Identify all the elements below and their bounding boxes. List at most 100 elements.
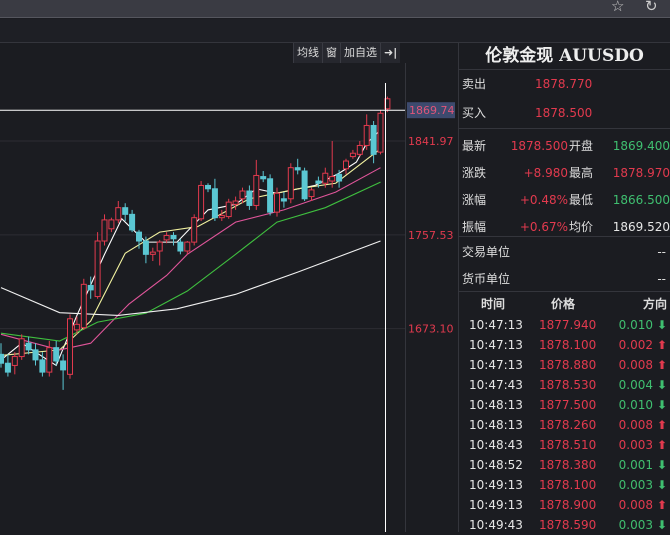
tick-price: 1877.940 <box>539 318 597 332</box>
arrow-up-icon: ⬆ <box>656 498 667 512</box>
time-header: 时间 <box>481 297 506 311</box>
arrow-up-icon: ⬆ <box>656 338 667 352</box>
candle <box>349 152 356 158</box>
ticks-header: 时间 价格 方向 <box>459 294 670 314</box>
tick-row: 10:48:43 1878.510 0.003 ⬆ <box>459 435 670 455</box>
arrow-down-icon: ⬇ <box>656 398 667 412</box>
candle <box>253 174 260 206</box>
tick-row: 10:49:43 1878.590 0.003 ⬇ <box>459 515 670 535</box>
candle <box>260 176 267 180</box>
candle <box>18 338 25 358</box>
tick-price: 1878.590 <box>539 518 597 532</box>
arrow-down-icon: ⬇ <box>656 318 667 332</box>
candle <box>315 180 322 184</box>
tick-volume: 0.008 <box>618 418 653 432</box>
window-button[interactable]: 窗 <box>322 43 340 63</box>
moving-average-line <box>0 129 381 367</box>
direction-header: 方向 <box>642 297 667 311</box>
candlestick-chart[interactable]: 2095.272010.831926.401841.971757.531673.… <box>0 63 458 532</box>
tick-time: 10:47:13 <box>469 358 523 372</box>
candle <box>377 112 384 153</box>
candle <box>267 178 274 213</box>
tick-price: 1877.500 <box>539 398 597 412</box>
arrow-down-icon: ⬇ <box>656 518 667 532</box>
candle <box>4 362 11 373</box>
candle <box>115 207 122 221</box>
moving-average-line <box>0 240 381 316</box>
candle <box>163 234 170 241</box>
candle <box>67 318 73 375</box>
candle <box>205 184 211 190</box>
candle <box>53 347 60 362</box>
tick-price: 1878.510 <box>539 438 597 452</box>
tick-row: 10:48:13 1877.500 0.010 ⬇ <box>459 395 670 415</box>
candle <box>322 172 329 184</box>
moving-average-line <box>0 167 381 351</box>
tick-row: 10:47:13 1877.940 0.010 ⬇ <box>459 315 670 335</box>
candle <box>122 207 129 215</box>
candle <box>363 124 370 146</box>
tick-row: 10:47:13 1878.880 0.008 ⬆ <box>459 355 670 375</box>
candle <box>108 219 115 230</box>
candle <box>136 231 142 242</box>
candle <box>60 360 67 371</box>
tick-price: 1878.880 <box>539 358 597 372</box>
currency-unit-value: -- <box>657 272 666 286</box>
tick-volume: 0.003 <box>618 518 653 532</box>
candle <box>191 217 198 243</box>
arrow-down-icon: ⬇ <box>656 478 667 492</box>
stat-value: +0.48% <box>519 193 568 207</box>
candle <box>225 201 232 218</box>
stat-label: 涨跌 <box>462 166 487 180</box>
tick-time: 10:48:52 <box>469 458 523 472</box>
tick-time: 10:48:13 <box>469 418 523 432</box>
stat-label: 振幅 <box>462 220 487 234</box>
candle <box>156 241 163 252</box>
candle <box>211 188 218 219</box>
stat-value: 1878.500 <box>510 139 568 153</box>
y-tick-label: 1841.97 <box>408 135 454 148</box>
moving-average-line <box>0 181 381 342</box>
candle <box>39 359 46 373</box>
stat-label: 最新 <box>462 139 487 153</box>
candle <box>0 353 4 364</box>
tick-time: 10:48:13 <box>469 398 523 412</box>
trade-unit-label: 交易单位 <box>462 245 511 259</box>
candle <box>142 240 149 255</box>
candle <box>218 214 225 219</box>
arrow-up-icon: ⬆ <box>656 438 667 452</box>
crosshair-price-label: 1869.74 <box>409 104 455 117</box>
tick-volume: 0.010 <box>618 398 653 412</box>
stat-value: 1869.520 <box>612 220 670 234</box>
star-icon[interactable]: ☆ <box>611 0 625 15</box>
tick-time: 10:47:43 <box>469 378 523 392</box>
header-band <box>0 19 670 43</box>
ma-button[interactable]: 均线 <box>293 43 322 63</box>
candle <box>370 124 377 155</box>
tick-row: 10:48:52 1878.380 0.001 ⬇ <box>459 455 670 475</box>
tick-price: 1878.100 <box>539 478 597 492</box>
stat-value: 1866.500 <box>612 193 670 207</box>
candle <box>274 192 280 213</box>
tick-volume: 0.004 <box>618 378 653 392</box>
arrow-right-bar-icon[interactable]: ➜| <box>380 43 400 63</box>
candle <box>177 241 184 252</box>
candle <box>329 176 336 182</box>
tick-volume: 0.003 <box>618 478 653 492</box>
sell-price: 1878.770 <box>535 77 593 91</box>
arrow-up-icon: ⬆ <box>656 418 667 432</box>
refresh-icon[interactable]: ↻ <box>645 0 658 15</box>
candle <box>184 241 191 252</box>
candle <box>94 240 101 298</box>
candle <box>294 167 301 171</box>
candle <box>246 190 253 206</box>
y-tick-label: 1673.10 <box>408 323 454 336</box>
tick-volume: 0.008 <box>618 498 653 512</box>
stat-label: 涨幅 <box>462 193 487 207</box>
candle <box>308 189 315 198</box>
currency-unit-label: 货币单位 <box>462 272 511 286</box>
candle <box>80 283 87 329</box>
add-watchlist-button[interactable]: 加自选 <box>340 43 380 63</box>
tick-row: 10:49:13 1878.100 0.003 ⬇ <box>459 475 670 495</box>
candle <box>287 167 294 200</box>
